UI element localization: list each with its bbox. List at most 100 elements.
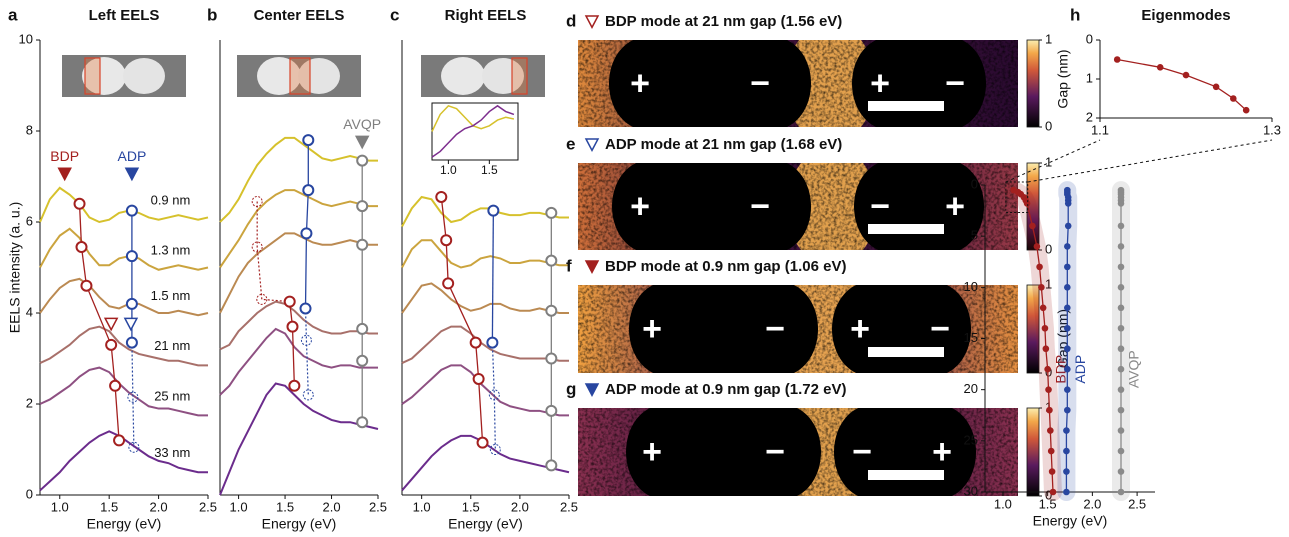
mode-point [1117,222,1125,230]
mode-point [1046,406,1053,414]
mode-marker [125,336,138,349]
panel-letter: b [207,5,217,24]
x-tick-label: 2.5 [1128,496,1146,511]
series-label: 25 nm [154,388,190,403]
spectrum-line [39,186,209,224]
x-tick-label: 1.5 [1039,496,1057,511]
mode-point [1045,386,1052,393]
mode-marker [435,190,448,203]
mode-marker [469,336,482,349]
mode-marker [75,241,88,254]
mode-marker [105,338,118,351]
mode-label: AVQP [343,116,381,132]
mode-point [1029,222,1036,230]
mode-triangle [123,317,139,332]
mode-point [1033,243,1041,250]
mode-line [1117,58,1247,111]
mode-marker [127,391,139,403]
mode-marker [73,197,86,210]
panel-title: Right EELS [445,7,527,24]
x-tick-label: 1.5 [481,163,498,177]
mode-marker [256,293,268,305]
spectrum-line [401,325,569,364]
mode-point [1063,488,1070,496]
mode-point [1242,106,1250,114]
mode-point [1117,365,1125,373]
y-tick-label: 5 [971,228,978,243]
mode-point [1049,488,1057,496]
panel-title: Eigenmodes [1141,7,1230,24]
particle-image [482,58,524,94]
mode-marker [486,336,499,349]
x-tick-label: 2.5 [199,499,217,514]
colorbar [1026,39,1040,128]
series-label: 21 nm [154,338,190,353]
y-tick-label: 0 [971,176,978,191]
scale-bar [868,347,944,357]
mode-marker [109,379,122,392]
mode-track [78,203,120,441]
y-tick-label: 20 [964,381,978,396]
y-tick-label: 2 [1086,109,1093,124]
mode-point [1063,468,1070,475]
mode-marker [125,204,138,217]
y-tick-label: 8 [26,122,33,137]
x-axis-label: Energy (eV) [87,516,162,532]
map-title: ADP mode at 0.9 nm gap (1.72 eV) [605,381,846,398]
mode-point [1117,386,1125,393]
colorbar-tick-label: 1 [1045,154,1052,169]
mode-marker [128,441,140,453]
x-tick-label: 1.5 [276,499,294,514]
particle-image [82,57,126,95]
series-label: 1.3 nm [151,243,191,258]
mode-label: BDP [50,148,79,164]
mode-point [1047,427,1054,434]
spectrum-line [39,366,208,417]
eels-map [578,285,1018,373]
particle [626,408,821,496]
mode-point [1063,447,1070,455]
colorbar-tick-label: 0 [1045,118,1052,133]
colorbar [1026,407,1040,497]
mode-marker [125,250,138,263]
mode-point [1038,284,1045,291]
scale-bar [868,224,944,234]
mode-point [1113,56,1121,63]
colorbar-tick-label: 0 [1045,487,1052,502]
mode-point [1041,324,1049,332]
x-tick-label: 2.0 [322,499,340,514]
mode-marker [286,320,299,333]
mode-point [1047,447,1055,455]
tem-highlight [289,57,311,95]
map-title: BDP mode at 21 nm gap (1.56 eV) [605,13,842,30]
mode-marker [356,322,369,335]
panel-letter: d [566,11,576,30]
charge-sign: − [852,433,872,471]
x-tick-label: 2.5 [560,499,578,514]
mode-track [304,140,309,309]
x-axis-label: Energy (eV) [448,516,523,532]
spectrum-line [39,325,208,367]
series-label: 0.9 nm [151,193,191,208]
mode-point [1048,468,1056,475]
mode-label: ADP [118,148,147,164]
mode-marker [545,254,558,267]
charge-sign: + [850,310,870,348]
zoom-line [1027,139,1273,183]
mode-point [1117,406,1125,414]
x-tick-label: 2.5 [369,499,387,514]
eels-map [578,163,1018,250]
mode-marker [356,238,369,251]
mode-point [1064,406,1071,414]
mode-point [1117,447,1125,455]
charge-sign: + [932,433,952,471]
mode-marker [80,279,93,292]
mode-track [440,196,484,443]
mode-marker [299,302,312,315]
charge-sign: − [930,310,950,348]
y-tick-label: 0 [26,486,33,501]
x-tick-label: 2.0 [511,499,529,514]
zoom-line [1005,139,1101,183]
charge-sign: − [870,187,890,225]
charge-sign: − [765,310,785,348]
